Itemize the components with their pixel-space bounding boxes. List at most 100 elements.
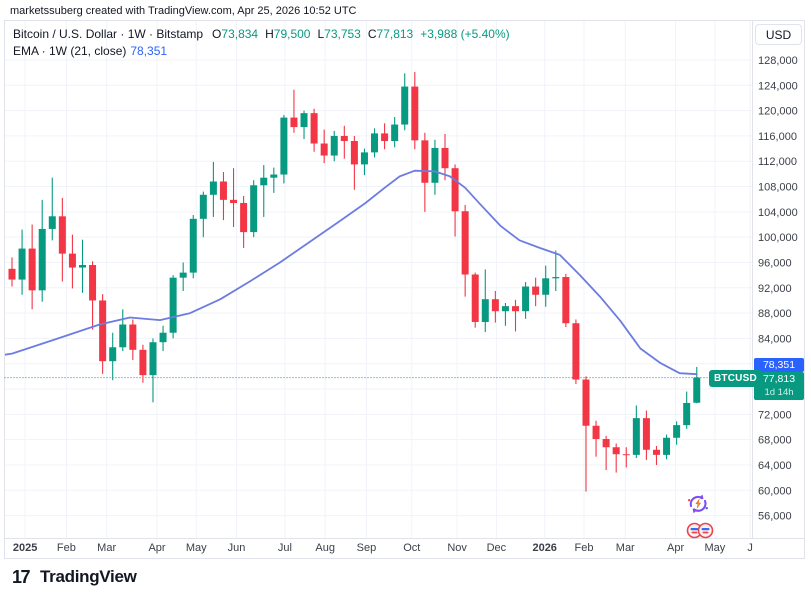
x-axis-label: May — [704, 542, 725, 554]
x-axis-label: Mar — [97, 542, 116, 554]
candle — [270, 167, 278, 193]
x-axis-label: 2025 — [13, 542, 37, 554]
reaction-stickers — [685, 492, 717, 544]
ema-price-badge[interactable]: 78,351 — [754, 358, 804, 372]
candle — [149, 338, 157, 403]
candle — [602, 435, 610, 471]
y-axis-label: 88,000 — [758, 308, 792, 320]
candle — [532, 277, 540, 307]
x-axis-label: Aug — [315, 542, 335, 554]
x-axis-label: Feb — [57, 542, 76, 554]
candle — [652, 445, 660, 465]
candle — [230, 168, 238, 228]
y-axis-label: 96,000 — [758, 257, 792, 269]
candle — [99, 294, 107, 374]
x-axis-label: Apr — [148, 542, 165, 554]
candle — [28, 224, 36, 310]
candle — [139, 344, 147, 383]
candle — [159, 325, 167, 352]
candle — [18, 229, 26, 295]
attribution-text: marketssuberg created with TradingView.c… — [10, 5, 357, 17]
close-value: C77,813 — [367, 27, 414, 41]
last-price-badge[interactable]: 77,813 1d 14h — [754, 372, 804, 400]
bar-countdown: 1d 14h — [764, 387, 794, 398]
y-axis-label: 128,000 — [758, 55, 798, 67]
y-axis-label: 64,000 — [758, 460, 792, 472]
candle — [622, 447, 630, 468]
chart-frame — [4, 20, 805, 559]
candle — [260, 165, 268, 217]
candles-layer[interactable] — [8, 72, 701, 492]
candle — [391, 116, 399, 148]
candle — [330, 130, 338, 162]
price-axis[interactable]: 128,000 124,000 120,000 116,000 112,000 108,0… — [758, 55, 798, 523]
candle — [592, 420, 600, 457]
candle — [209, 161, 217, 217]
low-value: L73,753 — [317, 27, 361, 41]
tradingview-logo[interactable]: 17 TradingView — [12, 566, 137, 588]
candle — [119, 309, 127, 352]
candle — [78, 239, 86, 293]
candle — [411, 72, 419, 150]
candle — [471, 272, 479, 328]
candle — [512, 299, 519, 332]
x-axis-label: Jul — [278, 542, 292, 554]
y-axis-label: 84,000 — [758, 333, 792, 345]
candle — [562, 273, 570, 328]
x-axis-label: Dec — [487, 542, 507, 554]
time-axis[interactable]: 2025 Feb Mar Apr May Jun Jul Aug Sep Oct Nov Dec 202… — [13, 542, 753, 554]
coins-icon[interactable] — [685, 522, 715, 539]
candle — [340, 125, 348, 159]
x-axis-label: Oct — [403, 542, 420, 554]
y-axis-label: 92,000 — [758, 283, 792, 295]
candle — [582, 376, 590, 492]
candle — [48, 177, 56, 241]
candle — [350, 135, 358, 190]
legend: Bitcoin / U.S. Dollar · 1W · Bitstamp O73… — [13, 26, 510, 60]
candle — [552, 250, 560, 291]
candle — [300, 110, 308, 140]
svg-text:17: 17 — [12, 567, 31, 587]
x-axis-label: 2026 — [532, 542, 556, 554]
candle — [683, 391, 691, 429]
symbol-legend-row[interactable]: Bitcoin / U.S. Dollar · 1W · Bitstamp O73… — [13, 26, 510, 43]
x-axis-label: Mar — [616, 542, 635, 554]
currency-usd-button[interactable]: USD — [755, 24, 802, 45]
candle — [572, 319, 580, 384]
y-axis-label: 56,000 — [758, 511, 792, 523]
x-axis-label: J — [747, 542, 753, 554]
y-axis-label: 108,000 — [758, 182, 798, 194]
x-axis-label: Nov — [447, 542, 467, 554]
candle — [481, 269, 489, 333]
x-axis-label: Apr — [667, 542, 684, 554]
y-axis-label: 100,000 — [758, 232, 798, 244]
candle — [89, 261, 97, 330]
tradingview-logo-text: TradingView — [40, 567, 137, 586]
change-value: +3,988 (+5.40%) — [420, 27, 510, 41]
tradingview-logo-mark: 17 — [12, 567, 32, 587]
candle — [38, 199, 46, 302]
ema-title: EMA · 1W (21, close) — [13, 44, 127, 58]
symbol-title: Bitcoin / U.S. Dollar · 1W · Bitstamp — [13, 27, 204, 41]
candle — [441, 134, 449, 181]
candle — [522, 282, 530, 319]
candle — [109, 332, 117, 381]
ema-legend-row[interactable]: EMA · 1W (21, close) 78,351 — [13, 43, 510, 60]
candle — [673, 421, 681, 445]
y-axis-label: 124,000 — [758, 80, 798, 92]
x-axis-label: Sep — [357, 542, 377, 554]
symbol-price-label[interactable]: BTCUSD — [709, 370, 762, 387]
candle — [451, 164, 459, 237]
currency-exchange-icon[interactable] — [685, 492, 711, 516]
y-axis-label: 120,000 — [758, 106, 798, 118]
ema-line — [5, 169, 698, 376]
candle — [542, 265, 550, 307]
grid — [4, 20, 753, 539]
y-axis-label: 72,000 — [758, 409, 792, 421]
candle — [491, 290, 499, 323]
y-axis-label: 60,000 — [758, 485, 792, 497]
candle — [199, 191, 207, 238]
y-axis-label: 116,000 — [758, 131, 797, 143]
candle — [58, 197, 66, 282]
